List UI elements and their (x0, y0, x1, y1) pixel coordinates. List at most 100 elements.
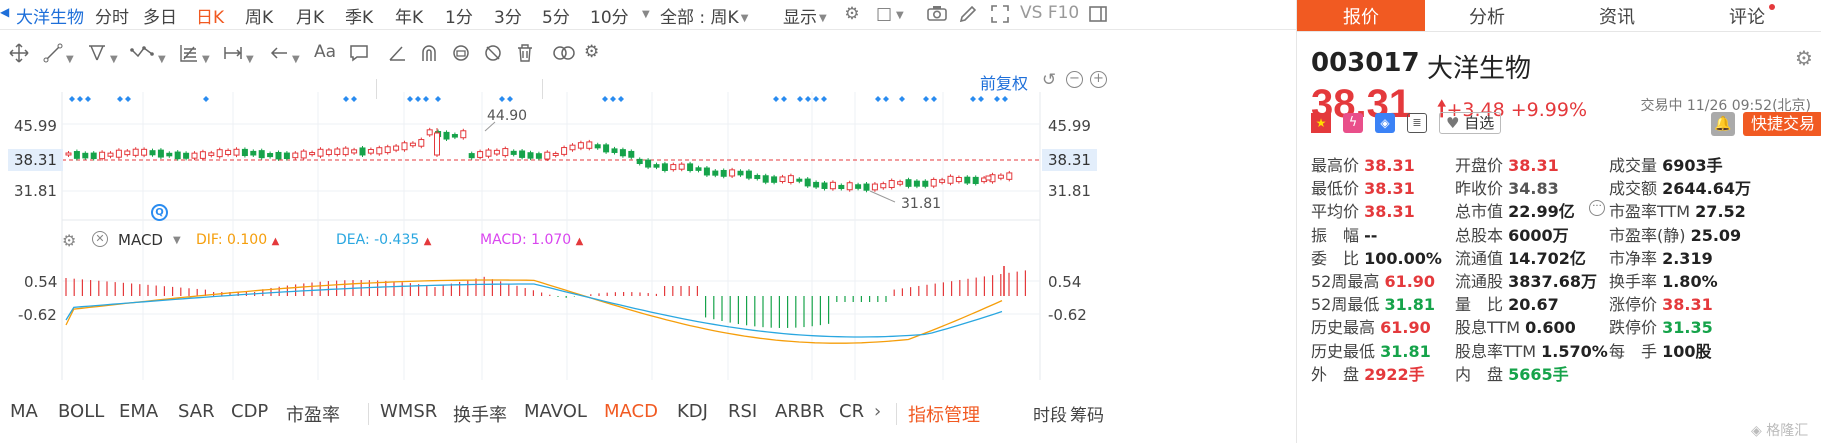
period-tab-quarterly[interactable]: 季K (345, 8, 374, 28)
dif-value: DIF: 0.100 ▲ (196, 232, 279, 248)
period-tab-monthly[interactable]: 月K (296, 8, 325, 28)
candle-body (250, 150, 257, 156)
indicator-tab-turnover[interactable]: 换手率 (453, 405, 507, 426)
range-select[interactable]: 全部 : 周K ▼ (660, 3, 748, 28)
q-event-badge[interactable]: Q (151, 204, 168, 221)
camera-icon[interactable] (925, 4, 949, 26)
indicator-tab-ma[interactable]: MA (10, 401, 38, 422)
period-tab-5min[interactable]: 5分 (542, 8, 570, 28)
chart-area[interactable]: 前复权 ↺ − + (0, 70, 1112, 395)
stat-item: 跌停价 31.35 (1609, 314, 1713, 338)
quick-trade-button[interactable]: 快捷交易 (1743, 112, 1821, 136)
chevron-down-icon[interactable]: ▼ (642, 9, 650, 20)
price-axis-left-current: 38.31 (8, 149, 63, 171)
reset-icon[interactable]: ↺ (1042, 70, 1057, 90)
more-dots-icon[interactable]: ··· (1589, 200, 1605, 217)
notes-icon[interactable]: ≣ (1407, 113, 1427, 133)
stat-label: 跌停价 (1609, 318, 1663, 338)
text-tool-button[interactable]: Aa (314, 42, 337, 62)
stock-name-tab[interactable]: 大洋生物 (16, 8, 84, 28)
indicator-tab-mavol[interactable]: MAVOL (524, 401, 587, 422)
candle-body (838, 184, 845, 190)
period-tab-yearly[interactable]: 年K (395, 8, 424, 28)
candle-body (325, 149, 332, 156)
indicator-tab-cr[interactable]: CR (839, 401, 865, 422)
watchlist-button[interactable]: ♥ 自选 (1439, 112, 1502, 134)
tag-icon[interactable]: ◈ (1375, 113, 1395, 133)
tab-comments[interactable]: 评论 (1729, 7, 1765, 28)
stat-value: 1.570% (1541, 341, 1608, 361)
trash-icon[interactable] (514, 42, 536, 66)
magnet-icon[interactable] (418, 42, 440, 66)
period-tab-intraday[interactable]: 分时 (95, 8, 129, 28)
panel-settings-gear-icon[interactable]: ⚙ (1795, 46, 1813, 70)
hide-drawings-icon[interactable] (482, 42, 504, 66)
indicator-tab-boll[interactable]: BOLL (58, 401, 105, 422)
zoom-in-icon[interactable]: + (1090, 71, 1107, 88)
period-tab-multiday[interactable]: 多日 (143, 8, 177, 28)
candle-body (586, 141, 593, 149)
range-select-label: 全部 : 周K (660, 8, 739, 28)
adjust-mode-link[interactable]: 前复权 (980, 74, 1029, 93)
alert-bell-icon[interactable]: 🔔 (1711, 112, 1735, 136)
stat-value: 100.00% (1364, 248, 1442, 268)
move-cross-icon[interactable] (8, 42, 30, 66)
arrow-tool-icon[interactable]: ▼ (268, 42, 300, 66)
indicator-settings-gear-icon[interactable]: ⚙ (62, 231, 77, 250)
candle-body (712, 170, 719, 176)
toolbar-divider (542, 79, 543, 99)
indicator-tab-rsi[interactable]: RSI (728, 401, 758, 422)
wave-tool-icon[interactable]: ▼ (130, 42, 166, 66)
vs-f10-button[interactable]: VS F10 (1020, 3, 1080, 23)
indicator-tab-macd[interactable]: MACD (604, 401, 658, 422)
checkbox-square-icon[interactable]: □ (875, 4, 893, 24)
price-axis-left-low: 31.81 (14, 182, 57, 200)
display-dropdown[interactable]: 显示 ▼ (783, 3, 827, 28)
indicator-select[interactable]: MACD ▼ (118, 231, 181, 249)
period-tab-10min[interactable]: 10分 (590, 8, 629, 28)
china-flag-icon: ★ (1311, 113, 1331, 133)
chevron-down-icon[interactable]: ▼ (896, 10, 904, 21)
indicator-tab-arbr[interactable]: ARBR (775, 401, 825, 422)
fib-tool-icon[interactable]: ▼ (178, 42, 210, 66)
candle-body (905, 179, 912, 187)
period-tab-daily[interactable]: 日K (196, 8, 225, 28)
indicator-tab-cdp[interactable]: CDP (231, 401, 269, 422)
compare-icon[interactable] (552, 42, 576, 66)
measure-tool-icon[interactable]: ▼ (222, 42, 254, 66)
indicator-tab-ema[interactable]: EMA (119, 401, 159, 422)
indicator-tab-sar[interactable]: SAR (178, 401, 215, 422)
close-indicator-icon[interactable]: ✕ (92, 231, 108, 247)
settings-gear-icon[interactable]: ⚙ (844, 4, 860, 24)
candle-body (82, 152, 89, 159)
zoom-out-icon[interactable]: − (1066, 71, 1083, 88)
chevron-right-icon[interactable]: › (874, 401, 882, 422)
candle-body (107, 152, 114, 157)
event-marker-icon (797, 96, 803, 102)
candle-body (729, 169, 736, 177)
indicator-tab-kdj[interactable]: KDJ (677, 401, 708, 422)
channel-tool-icon[interactable]: ▼ (86, 42, 118, 66)
flash-icon[interactable]: ϟ (1343, 113, 1363, 133)
line-tool-icon[interactable]: ▼ (42, 42, 74, 66)
tab-quote[interactable]: 报价 (1343, 7, 1379, 28)
time-segment-tab[interactable]: 时段 (1033, 406, 1067, 426)
sidebar-toggle-icon[interactable] (1086, 4, 1110, 26)
indicator-tab-wmsr[interactable]: WMSR (380, 401, 438, 422)
tab-news[interactable]: 资讯 (1599, 7, 1635, 28)
tab-analysis[interactable]: 分析 (1469, 7, 1505, 28)
period-tab-1min[interactable]: 1分 (445, 8, 473, 28)
chip-distribution-tab[interactable]: 筹码 (1070, 406, 1104, 426)
period-tab-weekly[interactable]: 周K (245, 8, 274, 28)
draw-settings-gear-icon[interactable]: ⚙ (584, 42, 600, 62)
period-tab-3min[interactable]: 3分 (494, 8, 522, 28)
angle-tool-icon[interactable] (386, 42, 408, 66)
change-amount: +3.48 (1446, 99, 1505, 121)
fullscreen-icon[interactable] (988, 4, 1012, 26)
collapse-caret-icon[interactable]: ◀ (0, 5, 10, 19)
indicator-manage-button[interactable]: 指标管理 (908, 405, 980, 426)
indicator-tab-pe[interactable]: 市盈率 (286, 405, 340, 426)
pencil-icon[interactable] (956, 4, 980, 26)
comment-icon[interactable] (348, 42, 370, 66)
lock-rotate-icon[interactable] (450, 42, 472, 66)
